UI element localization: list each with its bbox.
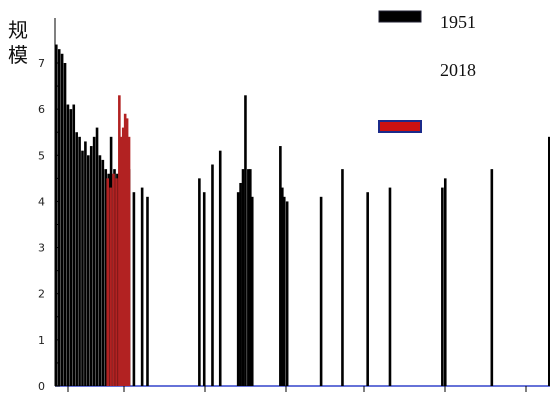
bar-1951 xyxy=(319,196,323,386)
bar-1951 xyxy=(101,159,105,386)
bar-1951 xyxy=(198,178,201,386)
bar-1951 xyxy=(98,155,102,386)
bar-2018 xyxy=(123,113,127,386)
bar-1951 xyxy=(490,169,494,386)
bar-2018 xyxy=(118,95,121,387)
bar-2018 xyxy=(119,136,123,386)
bar-2018 xyxy=(121,127,125,386)
bar-2018 xyxy=(109,187,112,386)
bar-2018 xyxy=(106,178,110,386)
y-tick-label: 2 xyxy=(38,288,45,301)
y-tick-label: 5 xyxy=(38,149,45,162)
bar-1951 xyxy=(140,187,144,386)
y-tick-label: 3 xyxy=(38,242,45,255)
bar-1951 xyxy=(87,155,90,386)
bar-1951 xyxy=(239,182,242,386)
bar-1951 xyxy=(146,196,149,386)
bar-1951 xyxy=(341,169,344,386)
bar-1951 xyxy=(281,187,284,386)
bar-1951 xyxy=(441,187,444,386)
bar-1951 xyxy=(75,132,78,386)
bar-1951 xyxy=(282,196,286,386)
bar-1951 xyxy=(69,109,73,387)
bar-1951 xyxy=(55,44,58,387)
bar-1951 xyxy=(218,150,222,386)
bar-1951 xyxy=(211,164,214,386)
y-axis-label: 规模 xyxy=(8,18,28,67)
legend-label-1951: 1951 xyxy=(440,12,476,32)
legend-label-2018: 2018 xyxy=(440,60,476,80)
bar-1951 xyxy=(84,141,87,386)
bar-1951 xyxy=(548,136,550,386)
bar-1951 xyxy=(132,192,136,386)
bar-1951 xyxy=(89,146,93,386)
bar-1951 xyxy=(78,136,81,386)
bar-1951 xyxy=(202,192,206,386)
bar-1951 xyxy=(57,49,61,387)
bar-1951 xyxy=(279,146,282,386)
legend xyxy=(378,10,422,133)
bar-1951 xyxy=(236,192,240,386)
bar-1951 xyxy=(247,169,250,386)
plot-area: 0 1 2 3 4 5 6 7 xyxy=(38,18,550,393)
bar-2018 xyxy=(125,118,129,386)
bar-1951 xyxy=(244,95,247,387)
legend-swatch-2018 xyxy=(378,120,422,133)
bar-1951 xyxy=(72,104,76,387)
bar-1951 xyxy=(60,53,64,387)
y-tick-label: 6 xyxy=(38,103,45,116)
bar-1951 xyxy=(249,169,252,386)
legend-swatch-1951 xyxy=(378,10,422,23)
bar-1951 xyxy=(66,104,70,387)
bar-1951 xyxy=(366,192,369,386)
bar-1951 xyxy=(81,150,84,386)
y-tick-label: 1 xyxy=(38,334,45,347)
y-tick-label: 0 xyxy=(38,380,45,393)
bars xyxy=(55,44,550,387)
bar-1951 xyxy=(241,169,245,386)
bar-1951 xyxy=(285,201,289,386)
bar-1951 xyxy=(443,178,447,386)
bar-1951 xyxy=(104,169,108,386)
bar-1951 xyxy=(250,196,254,386)
bar-2018 xyxy=(127,136,131,386)
bar-1951 xyxy=(95,127,99,386)
y-tick-label: 7 xyxy=(38,57,45,70)
bar-1951 xyxy=(388,187,392,386)
bar-2018 xyxy=(112,173,115,386)
bar-1951 xyxy=(63,63,67,386)
bar-1951 xyxy=(92,136,96,386)
x-ticks xyxy=(67,386,527,392)
bar-2018 xyxy=(115,178,118,386)
y-tick-label: 4 xyxy=(38,195,45,208)
